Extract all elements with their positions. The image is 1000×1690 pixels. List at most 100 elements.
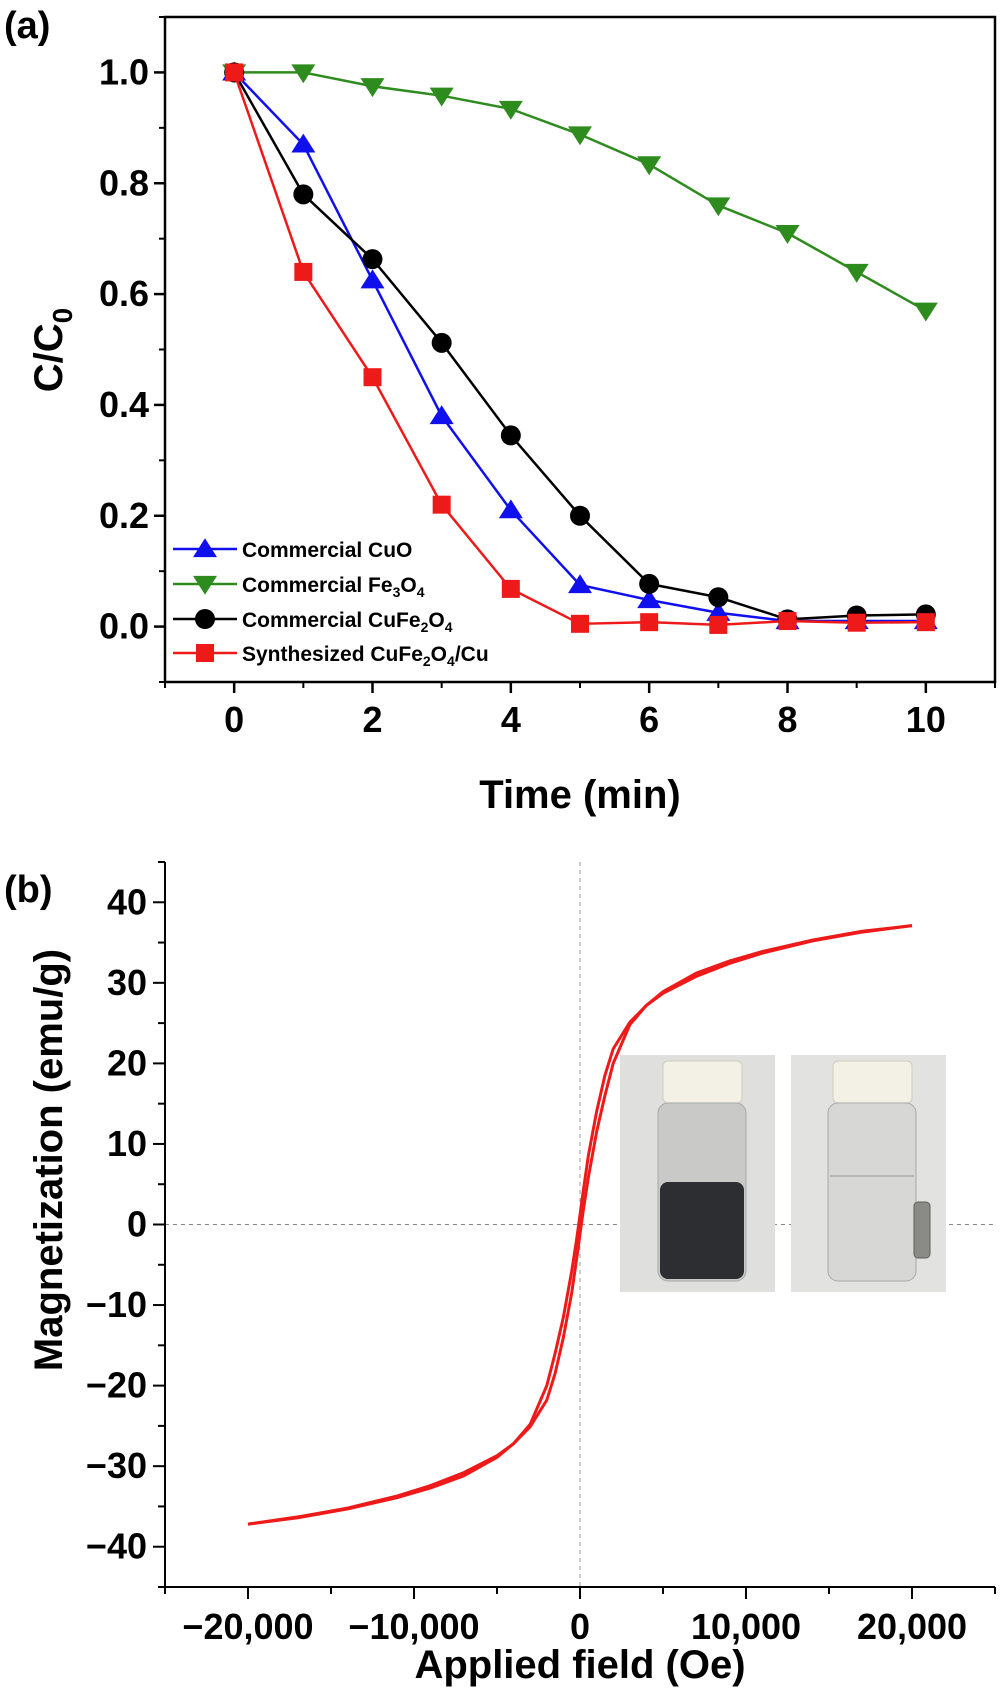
data-point [778,612,797,631]
y-tick-label: 0.8 [99,162,149,203]
data-point [916,613,935,632]
data-point [913,302,938,322]
x-tick-label: 0 [570,1606,590,1647]
data-point [432,495,451,514]
panel-b: (b) −20,000 −10,000 0 10,000 20,000 −40 −30 −2… [4,861,996,1687]
x-tick-label: 2 [362,699,382,740]
y-tick-label: 0.6 [99,273,149,314]
data-point [708,587,729,608]
x-tick-label: 10 [906,699,946,740]
y-tick-label: −40 [86,1526,147,1567]
series-synthesized [225,63,935,634]
data-point [570,505,590,526]
panel-b-y-axis-title: Magnetization (emu/g) [27,949,71,1371]
series-line-fe3o4 [234,71,927,312]
vial-cap-left [662,1060,743,1104]
data-point [568,126,592,146]
data-point [363,368,382,387]
data-point [431,332,452,353]
panel-a-y-ticks: 0.0 0.2 0.4 0.6 0.8 1.0 [99,51,165,647]
y-tick-label: 10 [107,1123,147,1164]
panel-a: (a) 0 2 4 6 8 10 0.0 0.2 0.4 0.6 0.8 1.0 Commercia… [4,5,997,817]
panel-b-x-axis: −20,000 −10,000 0 10,000 20,000 [164,1586,996,1647]
data-point [291,133,316,153]
y-tick-label: 0 [127,1204,147,1245]
data-point [568,574,592,594]
legend-label-fe3o4: Commercial Fe3O4 [242,574,425,600]
series-fe3o4 [222,64,938,322]
hysteresis-branch-ascending [247,924,913,1526]
data-point [847,613,866,632]
legend-marker-cufe2o4 [195,609,215,629]
data-point [709,615,728,634]
panel-a-minor-ticks [159,16,996,688]
legend-label-cuo: Commercial CuO [242,539,412,562]
data-point [498,499,523,519]
vial-black-suspension [660,1182,744,1279]
magnet-icon [913,1201,931,1259]
panel-a-series [222,61,938,634]
panel-a-x-ticks: 0 2 4 6 8 10 [224,682,946,740]
y-tick-label: −10 [86,1284,147,1325]
panel-b-label: (b) [4,869,53,911]
y-tick-label: 0.4 [99,384,149,425]
panel-a-label: (a) [4,5,50,47]
y-tick-label: 20 [107,1042,147,1083]
data-point [501,579,520,598]
x-tick-label: 4 [501,699,521,740]
data-point [293,184,314,205]
x-tick-label: 6 [639,699,659,740]
panel-b-y-axis: −40 −30 −20 −10 0 10 20 30 40 [86,861,166,1588]
hysteresis-branch-descending [247,924,913,1526]
data-point [637,156,662,176]
vial-body-right [827,1102,917,1282]
data-point [360,78,385,98]
data-point [498,100,523,120]
data-point [500,425,521,446]
y-tick-label: 0.0 [99,606,149,647]
legend-item-cuo: Commercial CuO [173,538,412,562]
inset-photo-dispersed [620,1055,775,1292]
x-tick-label: −20,000 [182,1606,313,1647]
legend-label-synthesized: Synthesized CuFe2O4/Cu [242,643,489,669]
data-point [775,225,800,244]
inset-photo-separated [791,1055,946,1292]
panel-b-x-axis-title: Applied field (Oe) [414,1643,745,1687]
data-point [639,573,660,594]
panel-b-series [247,924,913,1526]
data-point [571,614,589,633]
panel-a-y-axis-title: C/C0 [27,308,78,392]
data-point [225,63,244,82]
legend-item-cufe2o4: Commercial CuFe2O4 [173,609,453,635]
x-tick-label: 10,000 [691,1606,801,1647]
data-point [637,589,662,609]
series-line-cufe2o4 [233,71,926,621]
data-point [362,249,383,270]
x-tick-label: −10,000 [348,1606,479,1647]
y-tick-label: −30 [86,1445,147,1486]
y-tick-label: 40 [107,881,147,922]
data-point [291,64,316,84]
legend-label-cufe2o4: Commercial CuFe2O4 [242,609,453,635]
panel-a-legend: Commercial CuO Commercial Fe3O4 Commerci… [173,538,489,669]
legend-item-synthesized: Synthesized CuFe2O4/Cu [173,643,489,669]
data-point [706,197,731,217]
data-point [844,263,869,283]
legend-marker-fe3o4 [193,575,217,595]
y-tick-label: 1.0 [99,51,149,92]
legend-marker-synthesized [196,644,214,662]
y-tick-label: 30 [107,962,147,1003]
data-point [429,87,454,107]
data-point [294,262,313,281]
x-tick-label: 8 [777,699,797,740]
y-tick-label: −20 [86,1365,147,1406]
x-tick-label: 20,000 [857,1606,967,1647]
legend-item-fe3o4: Commercial Fe3O4 [173,574,425,600]
y-tick-label: 0.2 [99,495,149,536]
data-point [360,269,385,289]
panel-a-x-axis-title: Time (min) [479,773,681,817]
data-point [640,613,659,632]
x-tick-label: 0 [224,699,244,740]
legend-marker-cuo [193,538,217,558]
